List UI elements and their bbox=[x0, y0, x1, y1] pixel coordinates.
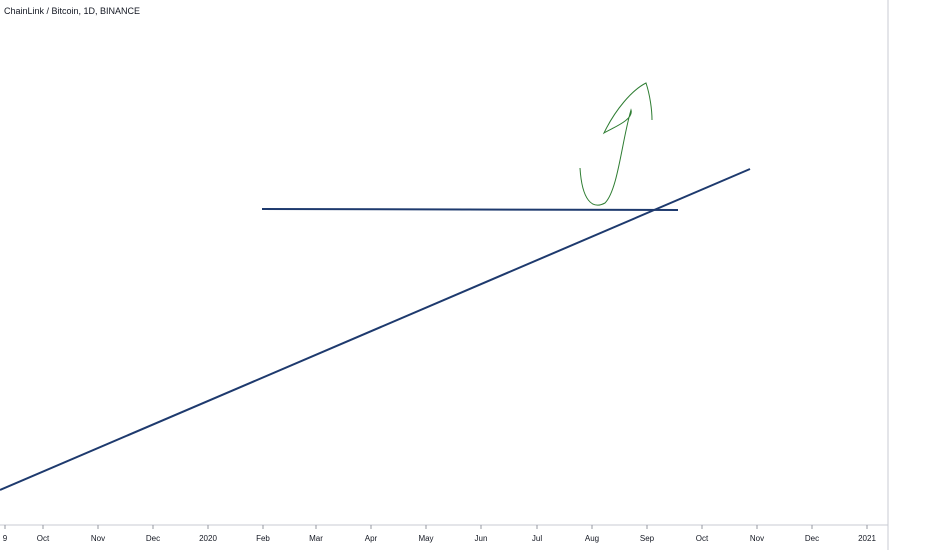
x-tick-label: Jul bbox=[532, 534, 542, 543]
ascending-trendline bbox=[0, 168, 751, 491]
drawings: 0.00%(0.00096687)38.20%(0.00067905)50.00… bbox=[0, 82, 751, 491]
x-tick-label: Mar bbox=[309, 534, 323, 543]
y-axis[interactable]: 0.001150000.001050000.000950000.00085000… bbox=[887, 0, 932, 550]
x-tick-label: Dec bbox=[805, 534, 819, 543]
x-tick-label: 2021 bbox=[858, 534, 876, 543]
x-tick-label: Oct bbox=[696, 534, 709, 543]
projection-path bbox=[579, 82, 653, 206]
x-tick-label: Oct bbox=[37, 534, 50, 543]
x-tick-label: May bbox=[418, 534, 433, 543]
resistance-line bbox=[261, 208, 679, 211]
x-tick-label: Feb bbox=[256, 534, 270, 543]
x-axis[interactable]: 9 Oct Nov Dec 2020 Feb Mar Apr May Jun Jul Aug Sep Oc… bbox=[0, 524, 888, 543]
x-tick-label: Sep bbox=[640, 534, 655, 543]
x-tick-label: 9 bbox=[3, 534, 8, 543]
x-tick-label: Apr bbox=[365, 534, 378, 543]
x-tick-label: Jun bbox=[475, 534, 488, 543]
symbol-title: ChainLink / Bitcoin, 1D, BINANCE bbox=[4, 6, 140, 16]
x-tick-label: Nov bbox=[750, 534, 764, 543]
x-tick-label: Nov bbox=[91, 534, 105, 543]
x-tick-label: Dec bbox=[146, 534, 160, 543]
x-tick-label: 2020 bbox=[199, 534, 217, 543]
x-tick-label: Aug bbox=[585, 534, 599, 543]
